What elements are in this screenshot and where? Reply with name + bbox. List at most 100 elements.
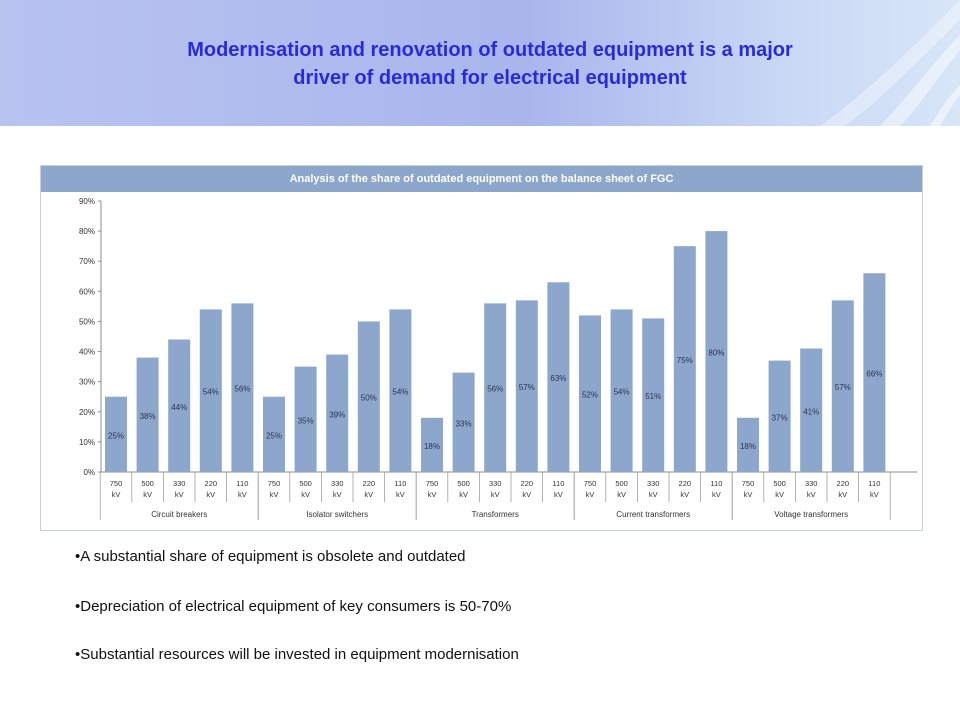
x-tick-label: 750 <box>584 479 597 488</box>
bullet-item: •Depreciation of electrical equipment of… <box>75 598 512 615</box>
x-tick-label: 220 <box>363 479 376 488</box>
bar <box>863 273 886 472</box>
y-tick-label: 80% <box>79 227 95 236</box>
title-line-2: driver of demand for electrical equipmen… <box>293 67 687 89</box>
decorative-swoosh <box>820 0 960 126</box>
title-banner <box>0 0 960 126</box>
group-label: Circuit breakers <box>151 510 207 519</box>
x-tick-label-unit: kV <box>554 490 563 499</box>
x-tick-label: 220 <box>679 479 692 488</box>
x-tick-label: 750 <box>742 479 755 488</box>
bar-value-label: 63% <box>550 374 566 383</box>
bar-value-label: 18% <box>424 442 440 451</box>
x-tick-label-unit: kV <box>649 490 658 499</box>
x-tick-label-unit: kV <box>143 490 152 499</box>
group-label: Current transformers <box>616 510 690 519</box>
x-tick-label-unit: kV <box>301 490 310 499</box>
bar-value-label: 38% <box>140 412 156 421</box>
x-tick-label: 110 <box>394 479 406 488</box>
bar <box>452 372 475 472</box>
group-label: Transformers <box>472 510 519 519</box>
bar-value-label: 25% <box>108 431 124 440</box>
group-label: Isolator switchers <box>306 510 368 519</box>
bar-value-label: 52% <box>582 391 598 400</box>
bar-value-label: 57% <box>519 383 535 392</box>
x-tick-label-unit: kV <box>364 490 373 499</box>
bar-value-label: 54% <box>203 388 219 397</box>
x-tick-label-unit: kV <box>459 490 468 499</box>
bar-chart: 0% 10% 20% 30% 40% 50% 60% 70% 80% 90% 25% 750 kV 38%… <box>79 197 917 520</box>
x-tick-label: 110 <box>236 479 248 488</box>
bar <box>831 300 854 472</box>
bar <box>768 360 791 472</box>
bar <box>263 396 285 472</box>
y-tick-label: 0% <box>83 468 95 477</box>
x-tick-label-unit: kV <box>428 490 437 499</box>
group-label: Voltage transformers <box>774 510 848 519</box>
x-tick-label: 330 <box>173 479 186 488</box>
bar-value-label: 56% <box>487 385 503 394</box>
x-tick-label-unit: kV <box>175 490 184 499</box>
bar <box>389 309 412 472</box>
x-tick-label: 500 <box>457 479 470 488</box>
bar <box>484 303 507 472</box>
x-tick-label-unit: kV <box>680 490 689 499</box>
bullet-item: •A substantial share of equipment is obs… <box>75 548 466 565</box>
x-tick-label: 330 <box>489 479 502 488</box>
y-tick-label: 30% <box>79 378 95 387</box>
bar-value-label: 57% <box>835 383 851 392</box>
x-tick-label-unit: kV <box>206 490 215 499</box>
bar <box>515 300 538 472</box>
x-tick-label: 220 <box>837 479 850 488</box>
x-tick-label: 750 <box>110 479 123 488</box>
bar-value-label: 51% <box>645 392 661 401</box>
y-tick-label: 90% <box>79 197 95 206</box>
x-tick-label: 330 <box>805 479 818 488</box>
bar-value-label: 50% <box>361 394 377 403</box>
bar <box>326 354 349 472</box>
y-tick-label: 50% <box>79 317 95 326</box>
bar-value-label: 37% <box>772 413 788 422</box>
x-tick-label: 220 <box>521 479 534 488</box>
chart-panel: Analysis of the share of outdated equipm… <box>40 165 923 531</box>
x-tick-label: 500 <box>773 479 786 488</box>
bar <box>231 303 254 472</box>
x-tick-label-unit: kV <box>333 490 342 499</box>
title-line-1: Modernisation and renovation of outdated… <box>187 39 793 61</box>
bar-value-label: 18% <box>740 442 756 451</box>
bar-value-label: 75% <box>677 356 693 365</box>
x-tick-label-unit: kV <box>586 490 595 499</box>
x-tick-label: 750 <box>268 479 281 488</box>
bar-value-label: 66% <box>866 370 882 379</box>
bar <box>673 246 696 472</box>
x-tick-label-unit: kV <box>270 490 279 499</box>
bar <box>168 339 191 472</box>
x-tick-label: 220 <box>205 479 218 488</box>
bar-value-label: 54% <box>614 388 630 397</box>
bar-value-label: 25% <box>266 431 282 440</box>
x-tick-label-unit: kV <box>807 490 816 499</box>
bar <box>705 231 728 472</box>
bar-value-label: 33% <box>456 419 472 428</box>
bar <box>199 309 222 472</box>
x-tick-label-unit: kV <box>617 490 626 499</box>
bullet-item: •Substantial resources will be invested … <box>75 646 519 663</box>
y-tick-label: 40% <box>79 348 95 357</box>
x-tick-label: 330 <box>331 479 344 488</box>
bar <box>579 315 601 472</box>
x-tick-label-unit: kV <box>522 490 531 499</box>
y-tick-label: 20% <box>79 408 95 417</box>
y-tick-label: 10% <box>79 438 95 447</box>
bar <box>642 318 665 472</box>
x-tick-label-unit: kV <box>775 490 784 499</box>
x-tick-label: 500 <box>615 479 628 488</box>
bar-value-label: 54% <box>392 388 408 397</box>
x-tick-label-unit: kV <box>112 490 121 499</box>
bar-value-label: 35% <box>298 416 314 425</box>
bar <box>610 309 633 472</box>
x-tick-label: 110 <box>552 479 564 488</box>
x-tick-label: 110 <box>710 479 722 488</box>
y-tick-label: 70% <box>79 257 95 266</box>
bar <box>800 348 823 472</box>
bar <box>105 396 127 472</box>
